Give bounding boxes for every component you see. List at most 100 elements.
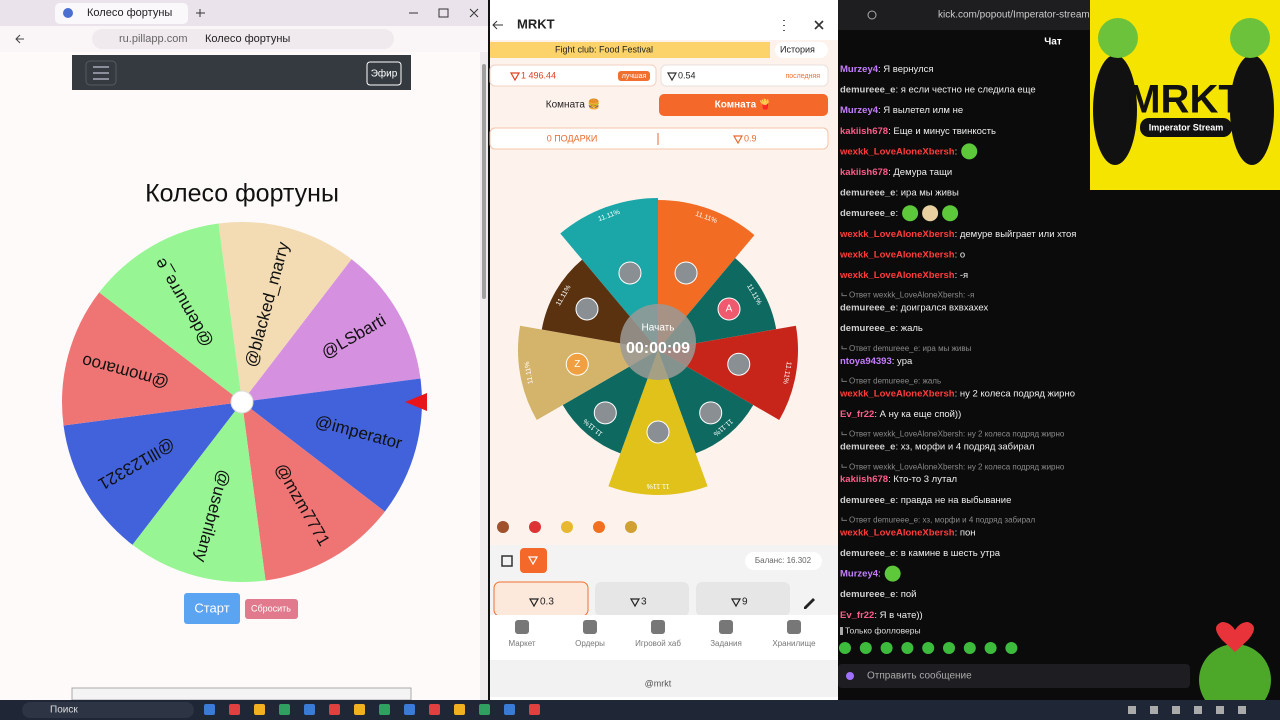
taskbar-icon[interactable] — [479, 704, 490, 715]
reply-line: Ответ demureee_e: хз, морфи и 4 подряд з… — [849, 516, 1035, 525]
player-avatar — [674, 261, 698, 285]
nav-icon[interactable] — [651, 620, 665, 634]
chat-text: : я если честно не следила еще — [895, 84, 1035, 95]
taskbar-icon[interactable] — [504, 704, 515, 715]
chat-text: : Кто-то 3 лутал — [888, 474, 957, 485]
chat-message: kakiish678: Демура тащи — [840, 167, 952, 178]
banner[interactable] — [490, 42, 770, 58]
reset-button[interactable] — [245, 599, 298, 619]
nav-icon[interactable] — [719, 620, 733, 634]
chat-message: Murzey4: Я вернулся — [840, 64, 934, 75]
bet-button[interactable] — [595, 582, 689, 616]
emote-picker[interactable] — [1005, 642, 1018, 654]
input-stub — [71, 687, 412, 701]
taskbar-icon[interactable] — [454, 704, 465, 715]
reaction[interactable] — [529, 521, 541, 533]
emote — [942, 205, 959, 222]
active-tab[interactable] — [55, 3, 188, 24]
reply-line: Ответ wexkk_LoveAloneXbersh: ну 2 колеса… — [849, 462, 1065, 471]
url-field[interactable] — [92, 29, 394, 49]
reaction[interactable] — [497, 521, 509, 533]
room-right-button[interactable] — [659, 94, 828, 116]
emote-picker[interactable] — [901, 642, 914, 654]
reply-icon — [841, 517, 847, 521]
gift-icon — [501, 555, 513, 567]
emote-picker[interactable] — [880, 642, 893, 654]
tab-icon — [63, 8, 73, 18]
reply-icon — [841, 378, 847, 382]
taskbar-icon[interactable] — [529, 704, 540, 715]
chat-message: wexkk_LoveAloneXbersh: -я — [839, 270, 968, 281]
tray-icon — [1216, 706, 1224, 714]
taskbar-icon[interactable] — [254, 704, 265, 715]
best-pill — [489, 64, 657, 87]
reaction[interactable] — [593, 521, 605, 533]
ton-icon — [528, 598, 540, 608]
reaction[interactable] — [561, 521, 573, 533]
mrkt-segment — [560, 198, 658, 350]
chat-user: demureee_e — [840, 441, 895, 452]
emote-picker[interactable] — [839, 642, 851, 654]
chat-user: demureee_e — [840, 548, 895, 559]
reply-line: Ответ demureee_e: жаль — [849, 377, 941, 386]
taskbar-icon[interactable] — [354, 704, 365, 715]
reaction[interactable] — [625, 521, 637, 533]
taskbar-icon[interactable] — [429, 704, 440, 715]
scroll-thumb[interactable] — [482, 64, 486, 299]
emote-picker[interactable] — [859, 642, 872, 654]
chat-user: Ev_fr22 — [840, 409, 874, 420]
chat-user: wexkk_LoveAloneXbersh — [839, 527, 955, 538]
bet-button[interactable] — [696, 582, 790, 616]
emote-picker[interactable] — [984, 642, 997, 654]
hamburger[interactable] — [85, 60, 117, 86]
chat-text: : демуре выйграет или хтоя — [955, 228, 1077, 239]
chat-input[interactable] — [838, 664, 1190, 688]
frog-avatar — [1199, 644, 1271, 716]
emote-picker[interactable] — [963, 642, 976, 654]
chat-message: Ev_fr22: Я в чате)) — [840, 609, 923, 620]
player-avatar — [717, 297, 741, 321]
chat-text: : о — [955, 249, 966, 260]
tray-icon — [1150, 706, 1158, 714]
nav-icon[interactable] — [515, 620, 529, 634]
history-pill[interactable] — [775, 42, 828, 58]
wheel-segment — [99, 223, 242, 402]
reply-icon — [841, 345, 847, 350]
chat-message: demureee_e: пой — [840, 589, 916, 600]
taskbar-icon[interactable] — [404, 704, 415, 715]
reset-label: Сбросить — [251, 603, 291, 613]
chat-url: kick.com/popout/Imperator-stream — [938, 10, 1090, 21]
taskbar-icon[interactable] — [229, 704, 240, 715]
taskbar-icon[interactable] — [329, 704, 340, 715]
best-value: 1 496.44 — [521, 70, 556, 80]
taskbar-icon[interactable] — [304, 704, 315, 715]
nav-icon[interactable] — [787, 620, 801, 634]
stream-button[interactable] — [366, 61, 402, 86]
start-button[interactable] — [184, 593, 240, 624]
taskbar-icon[interactable] — [379, 704, 390, 715]
emote-picker[interactable] — [943, 642, 955, 654]
chat-user: kakiish678 — [840, 125, 888, 136]
chat-user: demureee_e — [840, 323, 895, 334]
nav-icon[interactable] — [583, 620, 597, 634]
bet-value: 0.3 — [540, 597, 554, 608]
wheel-hub — [230, 390, 254, 414]
timer: 00:00:09 — [626, 340, 690, 357]
mrkt-handle: @mrkt — [645, 678, 672, 688]
search-box[interactable] — [22, 702, 194, 718]
chat-text: : — [878, 568, 881, 579]
balance: Баланс: 16.302 — [755, 556, 812, 565]
ton-toggle[interactable] — [520, 548, 547, 573]
taskbar-icon[interactable] — [279, 704, 290, 715]
hamburger-lines — [93, 66, 109, 80]
chat-user: kakiish678 — [840, 474, 888, 485]
gifts-count: 0 ПОДАРКИ — [547, 133, 598, 143]
emote-picker[interactable] — [922, 642, 935, 654]
chat-text: : в камине в шесть утра — [895, 548, 1000, 559]
player-avatar — [565, 352, 589, 376]
chat-text: : ира мы живы — [895, 187, 958, 198]
taskbar-icon[interactable] — [204, 704, 215, 715]
mrkt-title: MRKT — [517, 16, 555, 31]
frog-head — [1230, 18, 1270, 58]
bet-value: 3 — [641, 597, 647, 608]
